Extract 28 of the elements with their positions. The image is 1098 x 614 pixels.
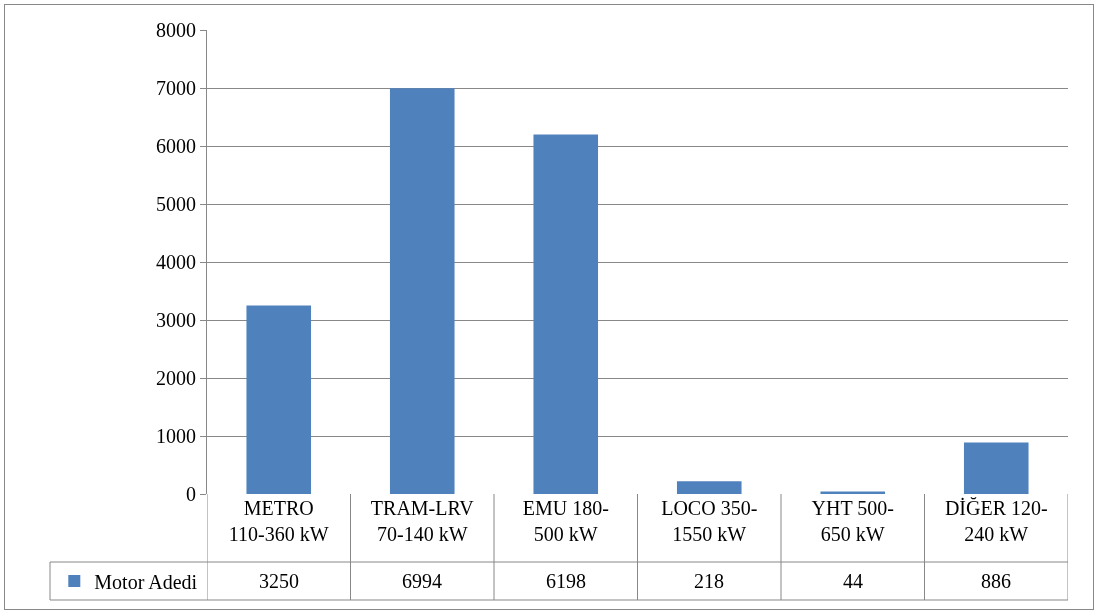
y-tick-label: 3000 — [156, 309, 196, 331]
x-tick-label: LOCO 350- 1550 kW — [661, 497, 758, 545]
y-tick-label: 0 — [186, 483, 196, 505]
x-tick-label: EMU 180- 500 kW — [522, 497, 609, 545]
y-tick-label: 7000 — [156, 77, 196, 99]
x-tick-label: TRAM-LRV 70-140 kW — [370, 497, 475, 545]
data-label: 6198 — [546, 570, 586, 592]
y-tick-label: 5000 — [156, 193, 196, 215]
bar — [963, 442, 1029, 494]
data-label: 44 — [843, 570, 863, 592]
data-label: 3250 — [259, 570, 299, 592]
bar — [676, 481, 742, 494]
data-label: 6994 — [402, 570, 442, 592]
x-tick-label: METRO 110-360 kW — [228, 497, 329, 545]
x-tick-label: DİĞER 120- 240 kW — [944, 497, 1048, 545]
bar — [389, 88, 455, 494]
y-tick-label: 4000 — [156, 251, 196, 273]
data-label: 218 — [694, 570, 724, 592]
data-label: 886 — [981, 570, 1011, 592]
legend-label: Motor Adedi — [94, 570, 198, 593]
y-tick-label: 6000 — [156, 135, 196, 157]
x-tick-label: YHT 500- 650 kW — [811, 497, 894, 545]
bar — [820, 491, 886, 494]
y-tick-label: 2000 — [156, 367, 196, 389]
bar — [246, 305, 312, 494]
y-tick-label: 8000 — [156, 19, 196, 41]
bar — [533, 134, 599, 494]
y-tick-label: 1000 — [156, 425, 196, 447]
